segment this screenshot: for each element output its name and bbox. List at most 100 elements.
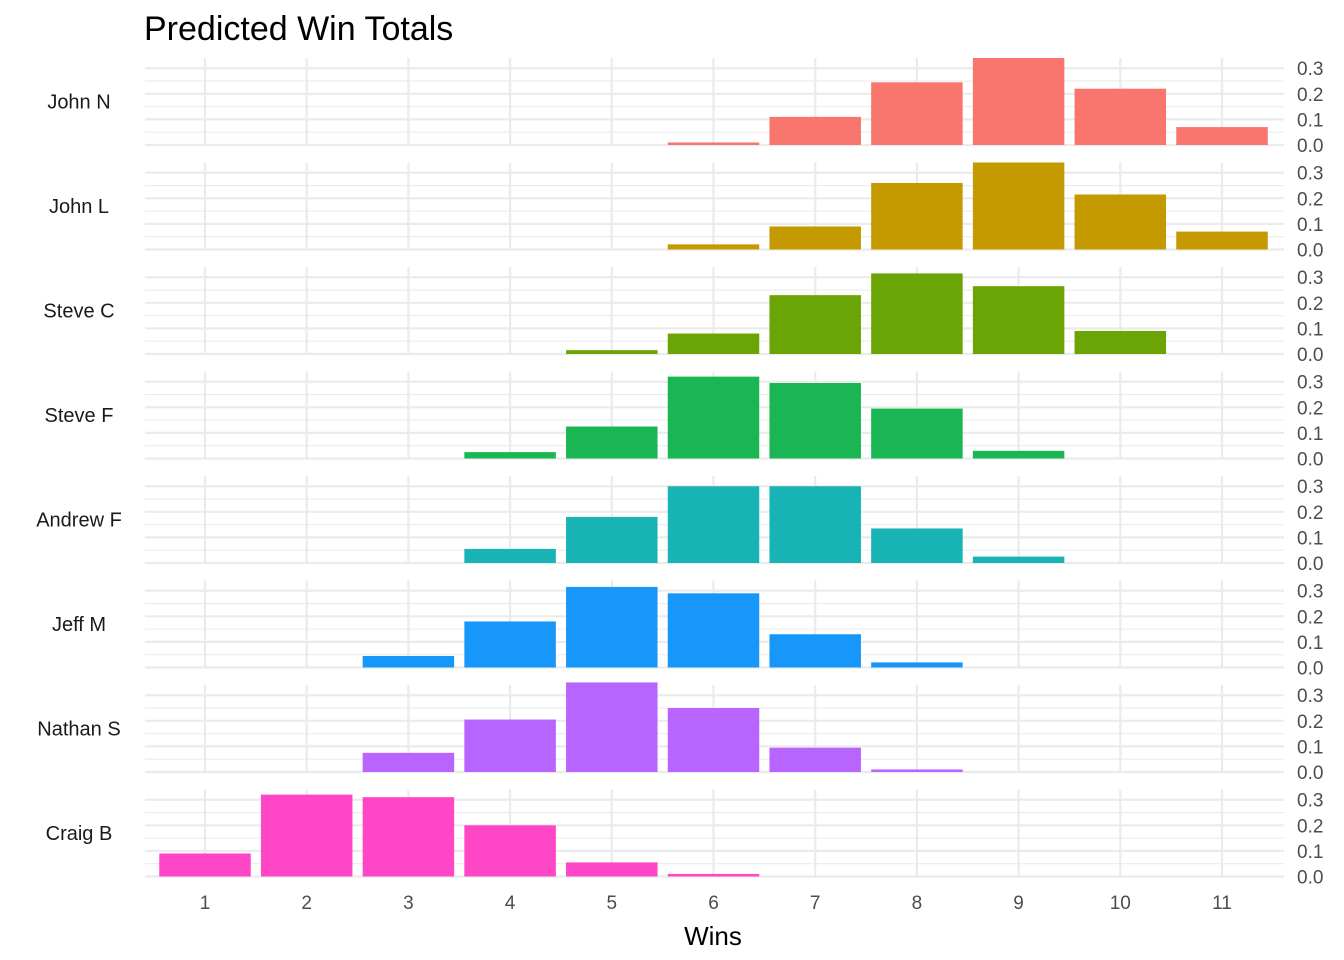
y-tick-label: 0.3 (1297, 164, 1323, 185)
y-tick-label: 0.2 (1297, 503, 1323, 524)
y-tick-label: 0.2 (1297, 607, 1323, 628)
x-tick-label: 5 (607, 893, 618, 914)
panel: Jeff M: 3 wins = 0.045 Jeff M: 4 wins = 0… (52, 580, 1323, 680)
bar: John N: 7 wins = 0.11 (769, 116, 861, 145)
bar: Jeff M: 6 wins = 0.29 (667, 593, 760, 668)
y-tick-label: 0.3 (1297, 373, 1323, 394)
bar: Andrew F: 5 wins = 0.18 (566, 516, 658, 563)
facet-label: Andrew F (36, 510, 122, 532)
bar: Andrew F: 8 wins = 0.135 (871, 528, 963, 563)
facet-label: Steve C (43, 301, 114, 323)
y-tick-label: 0.1 (1297, 424, 1323, 445)
y-tick-label: 0.1 (1297, 842, 1323, 863)
bar: Steve C: 9 wins = 0.265 (972, 286, 1065, 354)
y-tick-label: 0.0 (1297, 868, 1323, 889)
bar: John L: 11 wins = 0.07 (1176, 231, 1268, 250)
bar: Steve C: 7 wins = 0.23 (769, 295, 861, 354)
panel: John N: 6 wins = 0.01 John N: 7 wins = 0.… (47, 58, 1323, 157)
x-tick-label: 10 (1110, 893, 1131, 914)
y-tick-label: 0.3 (1297, 59, 1323, 80)
bar: Jeff M: 3 wins = 0.045 (362, 655, 455, 668)
facet-label: John L (49, 196, 109, 218)
facet-label: John N (47, 92, 110, 114)
bar: Andrew F: 7 wins = 0.3 (769, 486, 861, 563)
bar: Jeff M: 7 wins = 0.13 (769, 634, 861, 668)
y-tick-label: 0.2 (1297, 816, 1323, 837)
x-tick-label: 8 (912, 893, 923, 914)
facet-label: Jeff M (52, 614, 106, 636)
y-tick-label: 0.3 (1297, 791, 1323, 812)
bar: Jeff M: 4 wins = 0.18 (464, 621, 556, 668)
chart-title: Predicted Win Totals (144, 10, 453, 48)
bar: John N: 11 wins = 0.07 (1176, 127, 1268, 145)
x-tick-label: 4 (505, 893, 516, 914)
x-tick-label: 2 (301, 893, 312, 914)
x-tick-label: 7 (810, 893, 821, 914)
facet-label: Craig B (46, 823, 113, 845)
bar: Craig B: 3 wins = 0.31 (362, 797, 455, 877)
bar: Craig B: 1 wins = 0.09 (159, 853, 251, 877)
y-tick-label: 0.2 (1297, 85, 1323, 106)
bar: Craig B: 4 wins = 0.2 (464, 825, 556, 877)
y-tick-label: 0.0 (1297, 554, 1323, 575)
y-tick-label: 0.0 (1297, 763, 1323, 784)
bar: Steve F: 4 wins = 0.025 (464, 452, 556, 459)
facet-label: Nathan S (37, 719, 120, 741)
x-axis: 1 2 3 4 5 6 7 8 9 10 11 (200, 893, 1232, 914)
x-axis-title: Wins (684, 921, 742, 951)
panel: John L: 6 wins = 0.02 John L: 7 wins = 0.… (49, 162, 1323, 262)
bar: Steve F: 8 wins = 0.195 (871, 408, 963, 459)
bar: Steve C: 6 wins = 0.08 (667, 333, 760, 354)
y-tick-label: 0.1 (1297, 737, 1323, 758)
bar: Nathan S: 4 wins = 0.205 (464, 719, 556, 772)
y-tick-label: 0.3 (1297, 477, 1323, 498)
bar: Nathan S: 7 wins = 0.095 (769, 747, 861, 772)
x-tick-label: 11 (1212, 893, 1232, 914)
bar: Jeff M: 5 wins = 0.315 (566, 586, 658, 668)
bar: Craig B: 6 wins = 0.01 (667, 873, 760, 877)
bar: John N: 9 wins = 0.34 (972, 58, 1065, 145)
bar: John L: 6 wins = 0.02 (667, 244, 760, 250)
bar: Nathan S: 8 wins = 0.01 (871, 769, 963, 772)
bar: Andrew F: 9 wins = 0.025 (972, 556, 1065, 563)
x-tick-label: 9 (1013, 893, 1024, 914)
y-tick-label: 0.1 (1297, 215, 1323, 236)
bar: John N: 8 wins = 0.245 (871, 82, 963, 145)
x-tick-label: 1 (200, 893, 211, 914)
bar: Steve F: 5 wins = 0.125 (566, 426, 658, 459)
bar: Nathan S: 5 wins = 0.35 (566, 682, 658, 772)
bar: John N: 6 wins = 0.01 (667, 142, 760, 145)
bar: Craig B: 2 wins = 0.32 (260, 794, 353, 877)
bar: Andrew F: 4 wins = 0.055 (464, 548, 556, 563)
y-tick-label: 0.0 (1297, 659, 1323, 680)
x-tick-label: 3 (403, 893, 414, 914)
y-tick-label: 0.1 (1297, 319, 1323, 340)
y-tick-label: 0.2 (1297, 294, 1323, 315)
bar: John L: 7 wins = 0.09 (769, 226, 861, 250)
bar: Steve F: 7 wins = 0.295 (769, 383, 861, 459)
panel: Nathan S: 3 wins = 0.075 Nathan S: 4 wins… (37, 682, 1323, 784)
y-tick-label: 0.2 (1297, 712, 1323, 733)
bar: Andrew F: 6 wins = 0.3 (667, 486, 760, 563)
panel: Craig B: 1 wins = 0.09 Craig B: 2 wins = … (46, 789, 1323, 889)
y-tick-label: 0.1 (1297, 110, 1323, 131)
y-tick-label: 0.3 (1297, 686, 1323, 707)
y-tick-label: 0.2 (1297, 189, 1323, 210)
y-tick-label: 0.0 (1297, 136, 1323, 157)
bar: John L: 8 wins = 0.26 (871, 182, 963, 250)
y-tick-label: 0.3 (1297, 582, 1323, 603)
y-tick-label: 0.1 (1297, 528, 1323, 549)
bar: Steve F: 6 wins = 0.32 (667, 376, 760, 459)
bar: Steve C: 8 wins = 0.315 (871, 273, 963, 354)
bar: Jeff M: 8 wins = 0.02 (871, 662, 963, 668)
y-tick-label: 0.1 (1297, 633, 1323, 654)
bar: Nathan S: 3 wins = 0.075 (362, 752, 455, 772)
bar: Craig B: 5 wins = 0.055 (566, 862, 658, 877)
y-tick-label: 0.0 (1297, 241, 1323, 262)
bar: John L: 9 wins = 0.34 (972, 162, 1065, 250)
y-tick-label: 0.3 (1297, 268, 1323, 289)
bar: Steve F: 9 wins = 0.03 (972, 450, 1065, 459)
x-tick-label: 6 (708, 893, 719, 914)
bar: Steve C: 10 wins = 0.09 (1074, 330, 1167, 354)
